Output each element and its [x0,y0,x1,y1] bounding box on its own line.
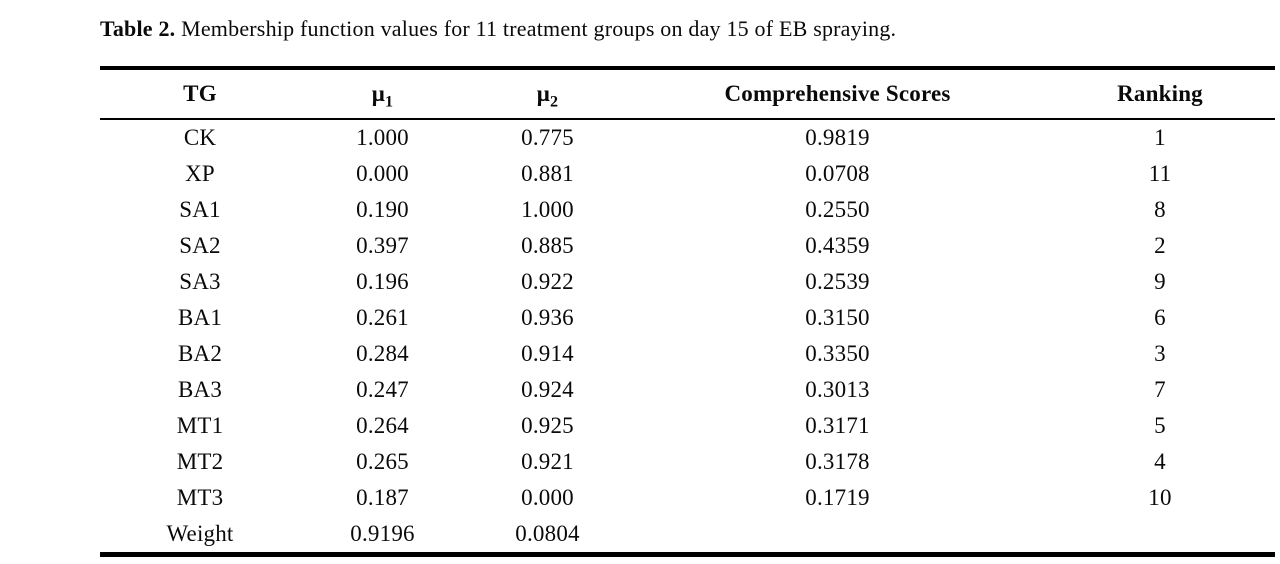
table-row: SA2 0.397 0.885 0.4359 2 [100,228,1275,264]
cell-mu1: 0.9196 [350,521,415,546]
cell-mu1: 0.264 [356,413,409,438]
cell-mu2: 0.914 [521,341,574,366]
cell-mu1: 0.261 [356,305,409,330]
cell-mu2: 0.922 [521,269,574,294]
cell-mu1: 0.196 [356,269,409,294]
table-row: MT3 0.187 0.000 0.1719 10 [100,480,1275,516]
cell-ranking: 6 [1154,305,1166,330]
cell-score: 0.2550 [805,197,870,222]
cell-mu2: 0.924 [521,377,574,402]
cell-mu1: 0.247 [356,377,409,402]
table-caption-text: Membership function values for 11 treatm… [175,16,897,41]
cell-ranking: 4 [1154,449,1166,474]
cell-tg: XP [185,161,215,186]
table-row: BA2 0.284 0.914 0.3350 3 [100,336,1275,372]
cell-mu1: 1.000 [356,125,409,150]
cell-tg: CK [183,125,217,150]
table-row: MT1 0.264 0.925 0.3171 5 [100,408,1275,444]
cell-mu1: 0.284 [356,341,409,366]
cell-ranking: 3 [1154,341,1166,366]
cell-score: 0.3350 [805,341,870,366]
cell-tg: MT3 [176,485,224,510]
cell-ranking: 5 [1154,413,1166,438]
cell-mu2: 0.936 [521,305,574,330]
table-body: CK 1.000 0.775 0.9819 1 XP 0.000 0.881 0.0708 11 S… [100,119,1275,555]
cell-ranking: 10 [1148,485,1172,510]
cell-mu2: 0.921 [521,449,574,474]
table-row: MT2 0.265 0.921 0.3178 4 [100,444,1275,480]
table-caption-label: Table 2. [100,16,176,41]
membership-values-table: TG μ1 μ2 Comprehensive Scores Ranking CK… [100,66,1275,557]
cell-mu2: 0.885 [521,233,574,258]
cell-tg: MT1 [176,413,224,438]
column-header-comprehensive-scores: Comprehensive Scores [724,81,951,106]
cell-tg: BA2 [177,341,223,366]
column-header-mu1: μ1 [300,68,465,119]
cell-tg: MT2 [176,449,224,474]
cell-tg: BA3 [177,377,223,402]
cell-mu2: 0.925 [521,413,574,438]
cell-score: 0.2539 [805,269,870,294]
column-header-tg: TG [183,81,217,106]
cell-score: 0.3150 [805,305,870,330]
cell-ranking: 11 [1148,161,1172,186]
table-row: SA3 0.196 0.922 0.2539 9 [100,264,1275,300]
cell-ranking [1045,516,1275,555]
cell-score: 0.9819 [805,125,870,150]
table-row: BA1 0.261 0.936 0.3150 6 [100,300,1275,336]
cell-tg: BA1 [177,305,223,330]
header-row: TG μ1 μ2 Comprehensive Scores Ranking [100,68,1275,119]
table-row: CK 1.000 0.775 0.9819 1 [100,119,1275,156]
cell-mu1: 0.190 [356,197,409,222]
cell-score: 0.3178 [805,449,870,474]
cell-ranking: 2 [1154,233,1166,258]
mu2-subscript: 2 [550,93,559,111]
cell-score: 0.3013 [805,377,870,402]
cell-score: 0.4359 [805,233,870,258]
cell-mu2: 0.0804 [515,521,580,546]
cell-tg: SA1 [179,197,221,222]
table-row: BA3 0.247 0.924 0.3013 7 [100,372,1275,408]
mu2-symbol: μ [536,81,550,106]
cell-mu2: 1.000 [521,197,574,222]
table-row: Weight 0.9196 0.0804 [100,516,1275,555]
cell-ranking: 7 [1154,377,1166,402]
cell-mu1: 0.000 [356,161,409,186]
column-header-mu2: μ2 [465,68,630,119]
cell-score: 0.1719 [805,485,870,510]
cell-score: 0.0708 [805,161,870,186]
cell-mu1: 0.187 [356,485,409,510]
mu1-symbol: μ [371,81,385,106]
cell-mu2: 0.775 [521,125,574,150]
cell-tg: SA3 [179,269,221,294]
cell-score: 0.3171 [805,413,870,438]
table-row: XP 0.000 0.881 0.0708 11 [100,156,1275,192]
table-row: SA1 0.190 1.000 0.2550 8 [100,192,1275,228]
cell-mu2: 0.000 [521,485,574,510]
cell-score [630,516,1045,555]
cell-mu1: 0.265 [356,449,409,474]
table-caption: Table 2. Membership function values for … [100,14,1240,44]
table-header: TG μ1 μ2 Comprehensive Scores Ranking [100,68,1275,119]
column-header-ranking: Ranking [1117,81,1203,106]
cell-mu1: 0.397 [356,233,409,258]
cell-ranking: 8 [1154,197,1166,222]
cell-ranking: 9 [1154,269,1166,294]
mu1-subscript: 1 [385,93,394,111]
cell-tg: Weight [166,521,234,546]
cell-mu2: 0.881 [521,161,574,186]
cell-ranking: 1 [1154,125,1166,150]
cell-tg: SA2 [179,233,221,258]
